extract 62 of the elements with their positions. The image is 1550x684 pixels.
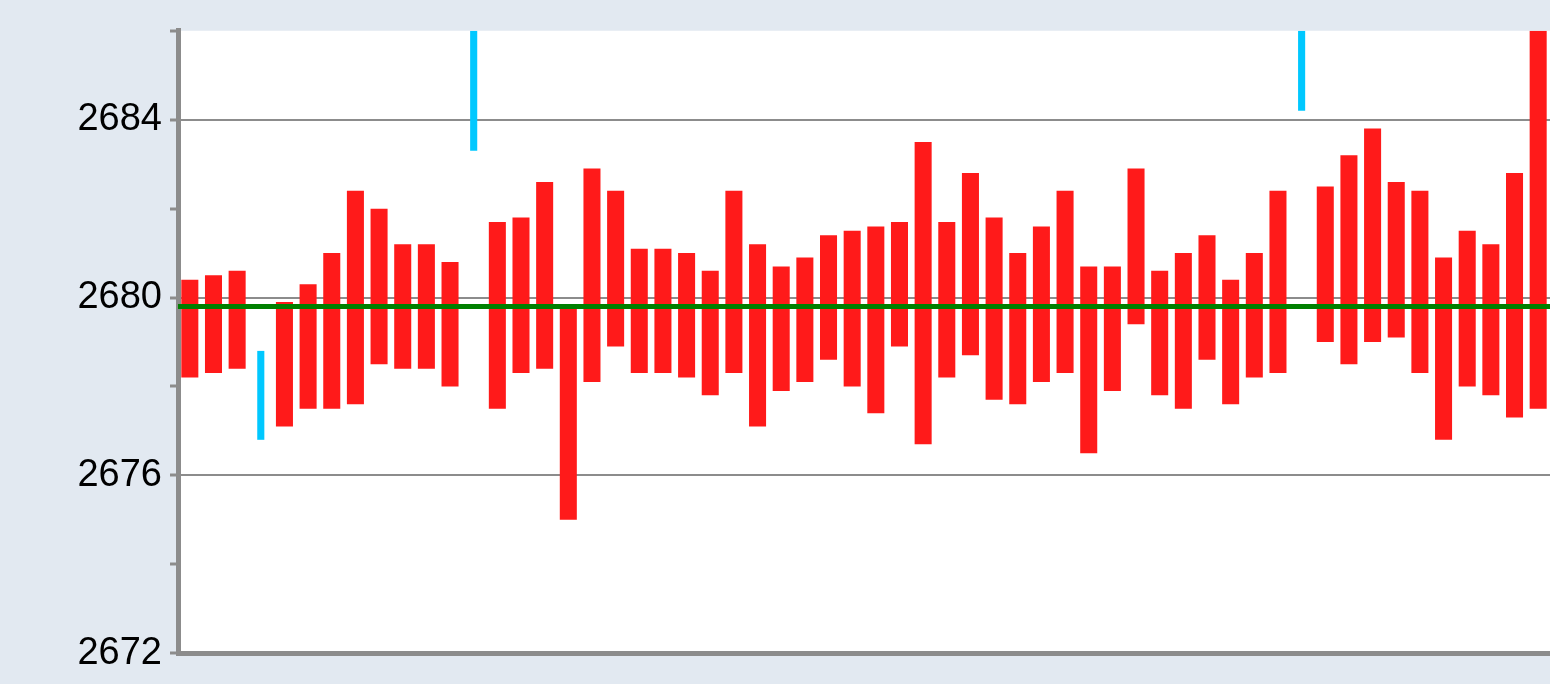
bar <box>1364 128 1382 342</box>
bar <box>1387 181 1405 338</box>
bar <box>394 244 412 369</box>
bar <box>1340 155 1358 365</box>
bar <box>749 244 767 427</box>
bar <box>1245 253 1263 378</box>
bar <box>417 244 435 369</box>
bar <box>512 217 530 374</box>
y-tick-label: 2684 <box>77 96 162 139</box>
bar <box>204 275 222 374</box>
bar <box>559 306 577 520</box>
bar <box>1103 266 1121 391</box>
bar <box>1009 253 1027 405</box>
bar <box>1298 30 1306 111</box>
bar <box>1482 244 1500 396</box>
bar <box>1174 253 1192 409</box>
bar <box>725 190 743 374</box>
bar <box>181 279 199 378</box>
bar <box>820 235 838 360</box>
bar <box>654 248 672 374</box>
bar <box>1506 173 1524 418</box>
y-tick-label: 2680 <box>77 274 162 317</box>
bar <box>257 350 265 440</box>
bar <box>630 248 648 374</box>
y-tick-label: 2676 <box>77 451 162 494</box>
bar <box>1056 190 1074 374</box>
bar <box>843 230 861 387</box>
bar <box>299 284 317 409</box>
bar <box>890 221 908 347</box>
bar <box>1529 30 1547 409</box>
bar <box>1435 257 1453 440</box>
bar <box>441 261 459 387</box>
bar <box>867 226 885 414</box>
bar <box>701 270 719 396</box>
bar <box>1151 270 1169 396</box>
bar <box>275 301 293 427</box>
bar <box>1316 186 1334 342</box>
bar <box>323 253 341 409</box>
bar <box>228 270 246 369</box>
bar <box>796 257 814 383</box>
bar <box>1127 168 1145 325</box>
bar <box>1222 279 1240 405</box>
bar <box>678 253 696 378</box>
y-tick-label: 2672 <box>77 629 162 672</box>
bar <box>961 173 979 356</box>
bar <box>914 141 932 445</box>
bar <box>1198 235 1216 360</box>
bar <box>470 30 478 151</box>
bar <box>346 190 364 405</box>
bar <box>536 181 554 369</box>
bar <box>1269 190 1287 374</box>
bar <box>1080 266 1098 454</box>
bar <box>488 221 506 409</box>
bar <box>1458 230 1476 387</box>
bar <box>772 266 790 391</box>
bar <box>583 168 601 383</box>
bar <box>938 221 956 378</box>
bar <box>985 217 1003 400</box>
bar <box>607 190 625 347</box>
bar <box>1032 226 1050 383</box>
bar <box>370 208 388 365</box>
bar <box>1411 190 1429 374</box>
